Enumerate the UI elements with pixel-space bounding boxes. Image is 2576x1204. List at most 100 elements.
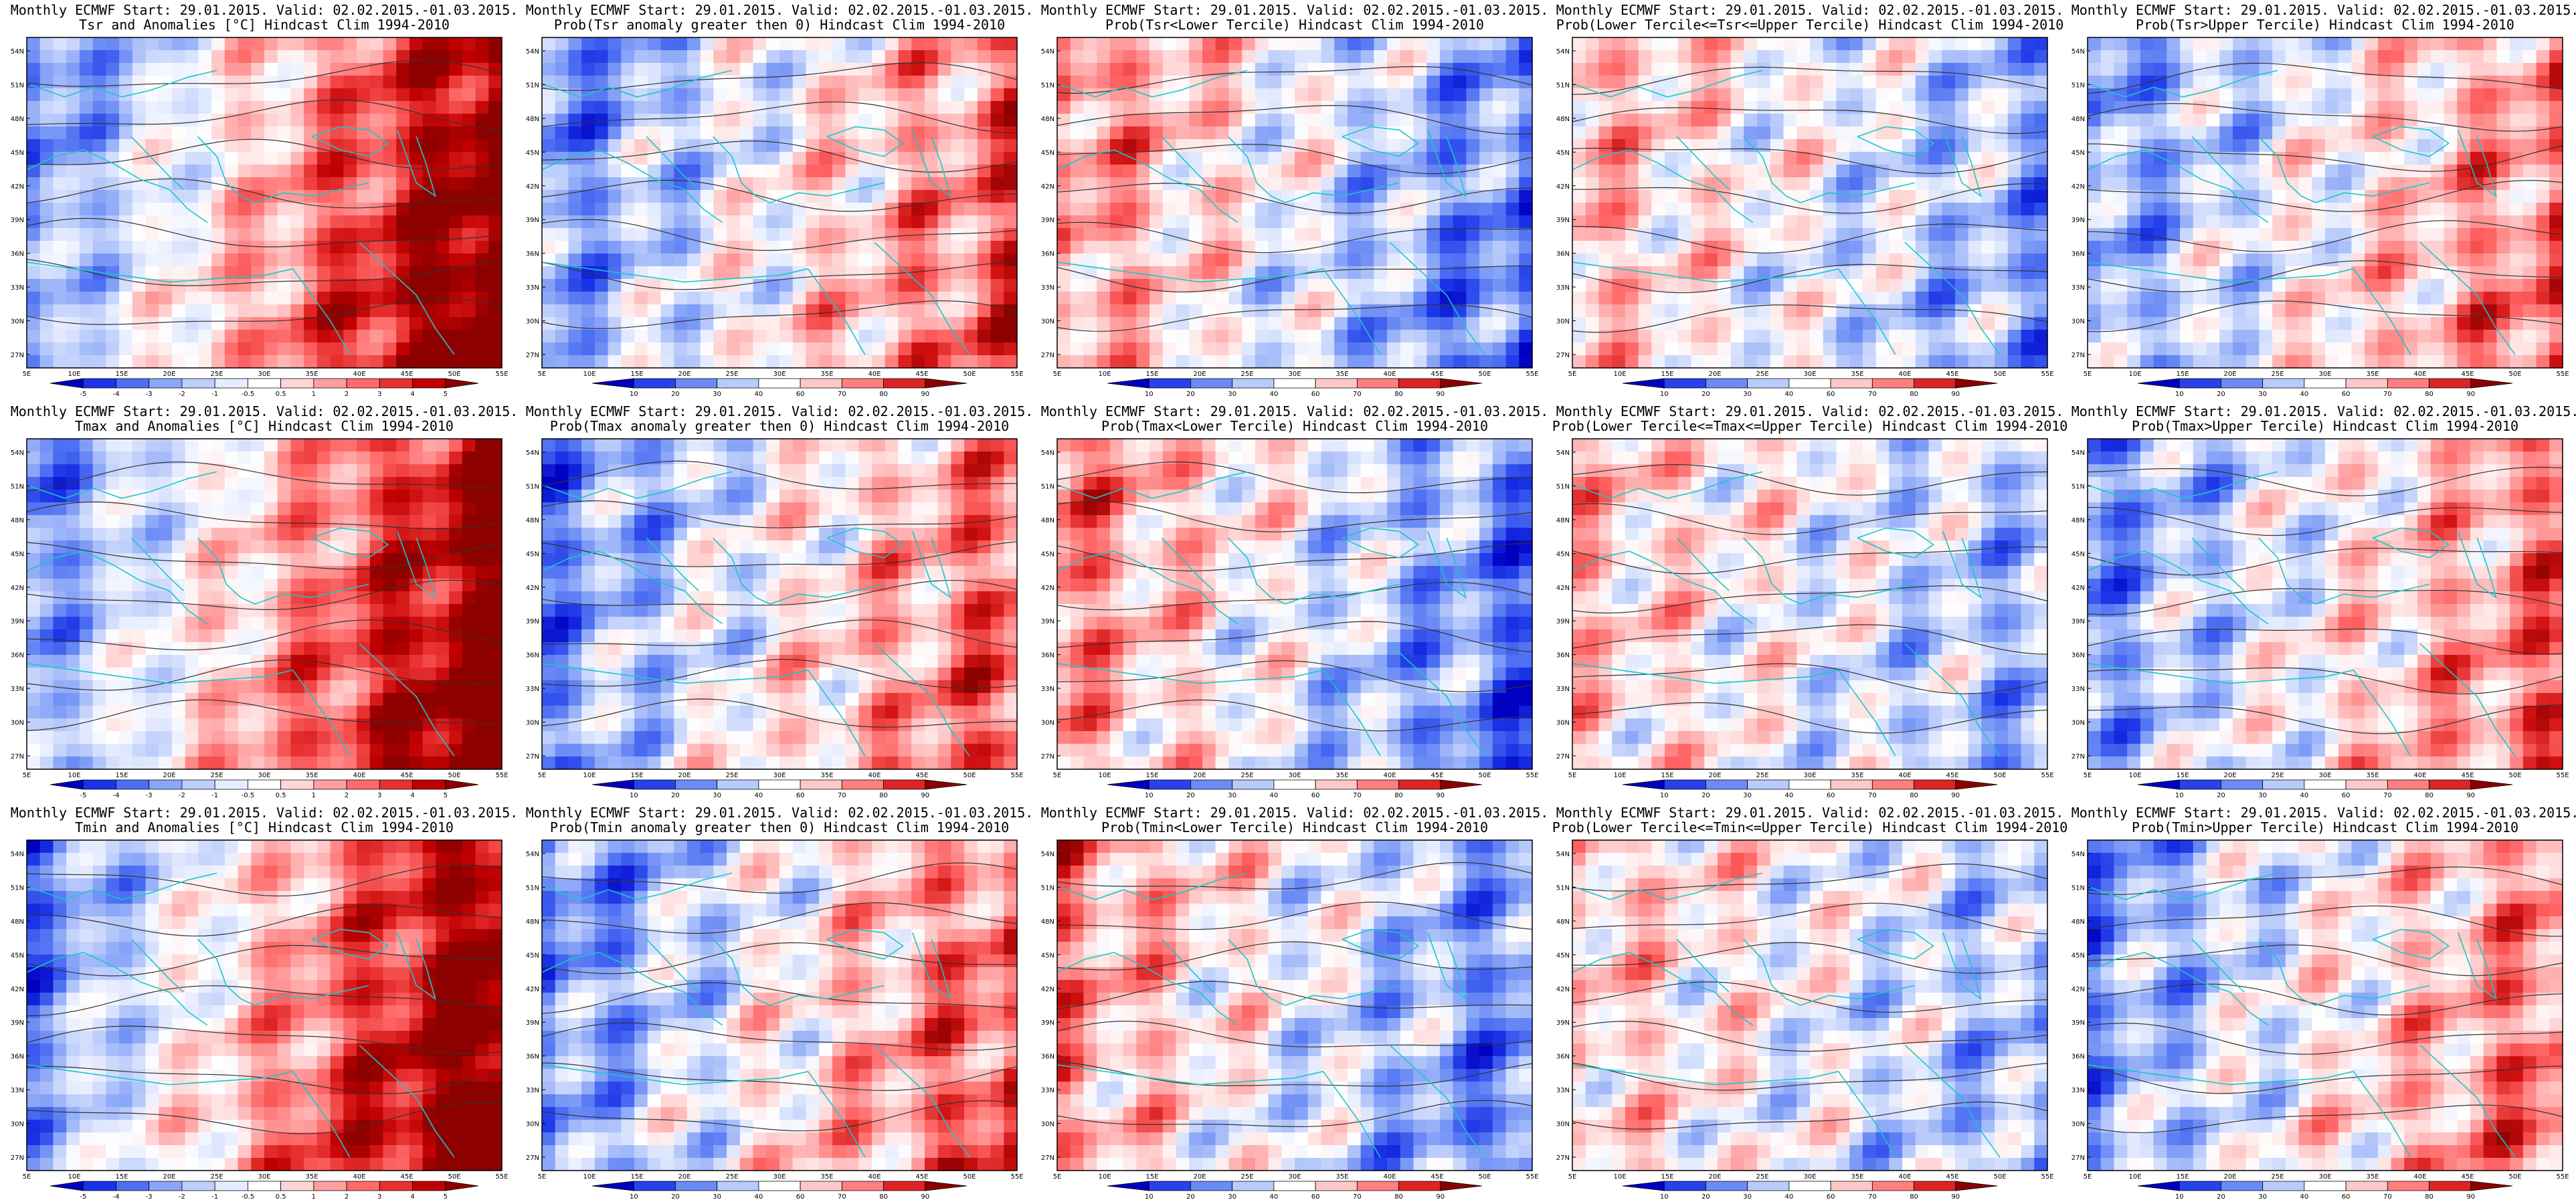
lon-label: 55E	[2556, 1173, 2569, 1181]
lat-label: 51N	[11, 884, 24, 892]
panel-header: Monthly ECMWF Start: 29.01.2015. Valid: …	[526, 805, 1034, 821]
colorbar-swatch	[82, 378, 116, 389]
lon-label: 20E	[2223, 371, 2236, 378]
colorbar-swatch	[883, 378, 926, 389]
colorbar-swatch	[1273, 779, 1316, 790]
panel-header: Monthly ECMWF Start: 29.01.2015. Valid: …	[1556, 2, 2064, 18]
colorbar-tick-label: 70	[1353, 391, 1362, 398]
lon-label: 15E	[2176, 371, 2189, 378]
colorbar-tick-label: 10	[630, 1193, 638, 1201]
lon-label: 10E	[583, 371, 595, 378]
colorbar-swatch	[1232, 378, 1275, 389]
lat-label: 54N	[526, 449, 539, 457]
lat-label: 42N	[526, 986, 539, 993]
lat-label: 51N	[11, 483, 24, 490]
colorbar-swatch	[2221, 378, 2264, 389]
lon-label: 35E	[2366, 772, 2379, 779]
lon-label: 20E	[163, 1173, 175, 1181]
colorbar-swatch	[1788, 378, 1831, 389]
lat-label: 45N	[11, 952, 24, 959]
panel-subtitle: Prob(Tsr<Lower Tercile) Hindcast Clim 19…	[1105, 17, 1484, 33]
colorbar-swatch	[313, 378, 347, 389]
map-field	[1057, 439, 1533, 770]
lat-label: 30N	[526, 720, 539, 727]
lat-label: 45N	[1041, 550, 1054, 558]
panel-subtitle: Prob(Tmax<Lower Tercile) Hindcast Clim 1…	[1101, 418, 1488, 434]
colorbar-swatch	[1315, 1181, 1358, 1191]
colorbar-legend: -5 -4 -3 -2 -1 -0.5 0.5 1 2 3 4 5	[50, 378, 479, 398]
lat-label: 39N	[2072, 217, 2085, 224]
lon-label: 40E	[353, 371, 365, 378]
lon-label: 30E	[258, 772, 270, 779]
lon-label: 30E	[258, 1173, 270, 1181]
colorbar-swatch	[758, 378, 801, 389]
lon-label: 5E	[1053, 772, 1062, 779]
map-field	[1572, 439, 2048, 770]
lat-label: 51N	[2072, 82, 2085, 89]
coastlines	[1572, 471, 2001, 757]
colorbar-swatch	[591, 378, 634, 389]
lat-label: 51N	[1556, 483, 1570, 490]
colorbar-tick-label: 40	[2300, 792, 2309, 799]
lat-label: 45N	[1041, 149, 1054, 157]
lon-label: 40E	[1383, 371, 1396, 378]
panel-header: Monthly ECMWF Start: 29.01.2015. Valid: …	[526, 403, 1034, 419]
colorbar-tick-label: 90	[2466, 1193, 2475, 1201]
lat-label: 48N	[1556, 918, 1570, 926]
map-panel-1: Monthly ECMWF Start: 29.01.2015. Valid: …	[11, 2, 519, 398]
colorbar-legend: 10 20 30 40 60 70 80 90	[1622, 1181, 1998, 1201]
lon-label: 20E	[2223, 1173, 2236, 1181]
lat-label: 33N	[11, 1087, 24, 1094]
colorbar-swatch	[2304, 1181, 2347, 1191]
lat-label: 39N	[11, 1019, 24, 1027]
lon-label: 50E	[1993, 371, 2006, 378]
map-frame	[2087, 37, 2563, 369]
lat-label: 36N	[1556, 652, 1570, 660]
colorbar-swatch	[841, 779, 884, 790]
colorbar-tick-label: 40	[755, 792, 763, 799]
colorbar-swatch	[633, 1181, 676, 1191]
panel-subtitle: Prob(Tmin anomaly greater then 0) Hindca…	[550, 819, 1009, 835]
colorbar-tick-label: 3	[377, 792, 381, 799]
lon-label: 55E	[495, 772, 508, 779]
lat-label: 54N	[11, 449, 24, 457]
colorbar-swatch	[346, 1181, 380, 1191]
colorbar-tick-label: 90	[1436, 792, 1445, 799]
colorbar-tick-label: 80	[879, 1193, 888, 1201]
panel-subtitle: Prob(Tmin<Lower Tercile) Hindcast Clim 1…	[1101, 819, 1488, 835]
lat-label: 30N	[1041, 720, 1054, 727]
colorbar-swatch	[2262, 1181, 2305, 1191]
lon-label: 15E	[2176, 772, 2189, 779]
colorbar-tick-label: 40	[1785, 1193, 1794, 1201]
map-field	[542, 439, 1018, 770]
colorbar-legend: 10 20 30 40 60 70 80 90	[591, 779, 968, 799]
lon-label: 15E	[115, 772, 128, 779]
colorbar-tick-label: 20	[1701, 1193, 1710, 1201]
lon-label: 25E	[1240, 772, 1253, 779]
colorbar-tick-label: 40	[2300, 391, 2309, 398]
lon-label: 10E	[1098, 772, 1111, 779]
colorbar-tick-label: 1	[312, 391, 316, 398]
colorbar-swatch	[1830, 1181, 1873, 1191]
lat-label: 33N	[1556, 284, 1570, 292]
lat-label: 27N	[1556, 1155, 1570, 1162]
colorbar-swatch	[2179, 779, 2221, 790]
lon-label: 35E	[305, 772, 318, 779]
lon-label: 25E	[1756, 772, 1768, 779]
lat-label: 51N	[526, 82, 539, 89]
map-frame	[1056, 839, 1533, 1171]
map-field	[27, 37, 502, 369]
colorbar-swatch	[149, 378, 183, 389]
colorbar-swatch	[2429, 378, 2472, 389]
colorbar-swatch	[247, 779, 282, 790]
lon-label: 40E	[353, 772, 365, 779]
map-panel-5: Monthly ECMWF Start: 29.01.2015. Valid: …	[2072, 2, 2576, 398]
colorbar-tick-label: 90	[921, 1193, 929, 1201]
map-field	[542, 37, 1018, 369]
coastlines	[1056, 471, 1485, 757]
colorbar-legend: 10 20 30 40 60 70 80 90	[591, 378, 968, 398]
lon-label: 20E	[1708, 1173, 1721, 1181]
colorbar-swatch	[758, 779, 801, 790]
map-field	[1572, 37, 2048, 369]
lon-label: 15E	[1145, 1173, 1158, 1181]
